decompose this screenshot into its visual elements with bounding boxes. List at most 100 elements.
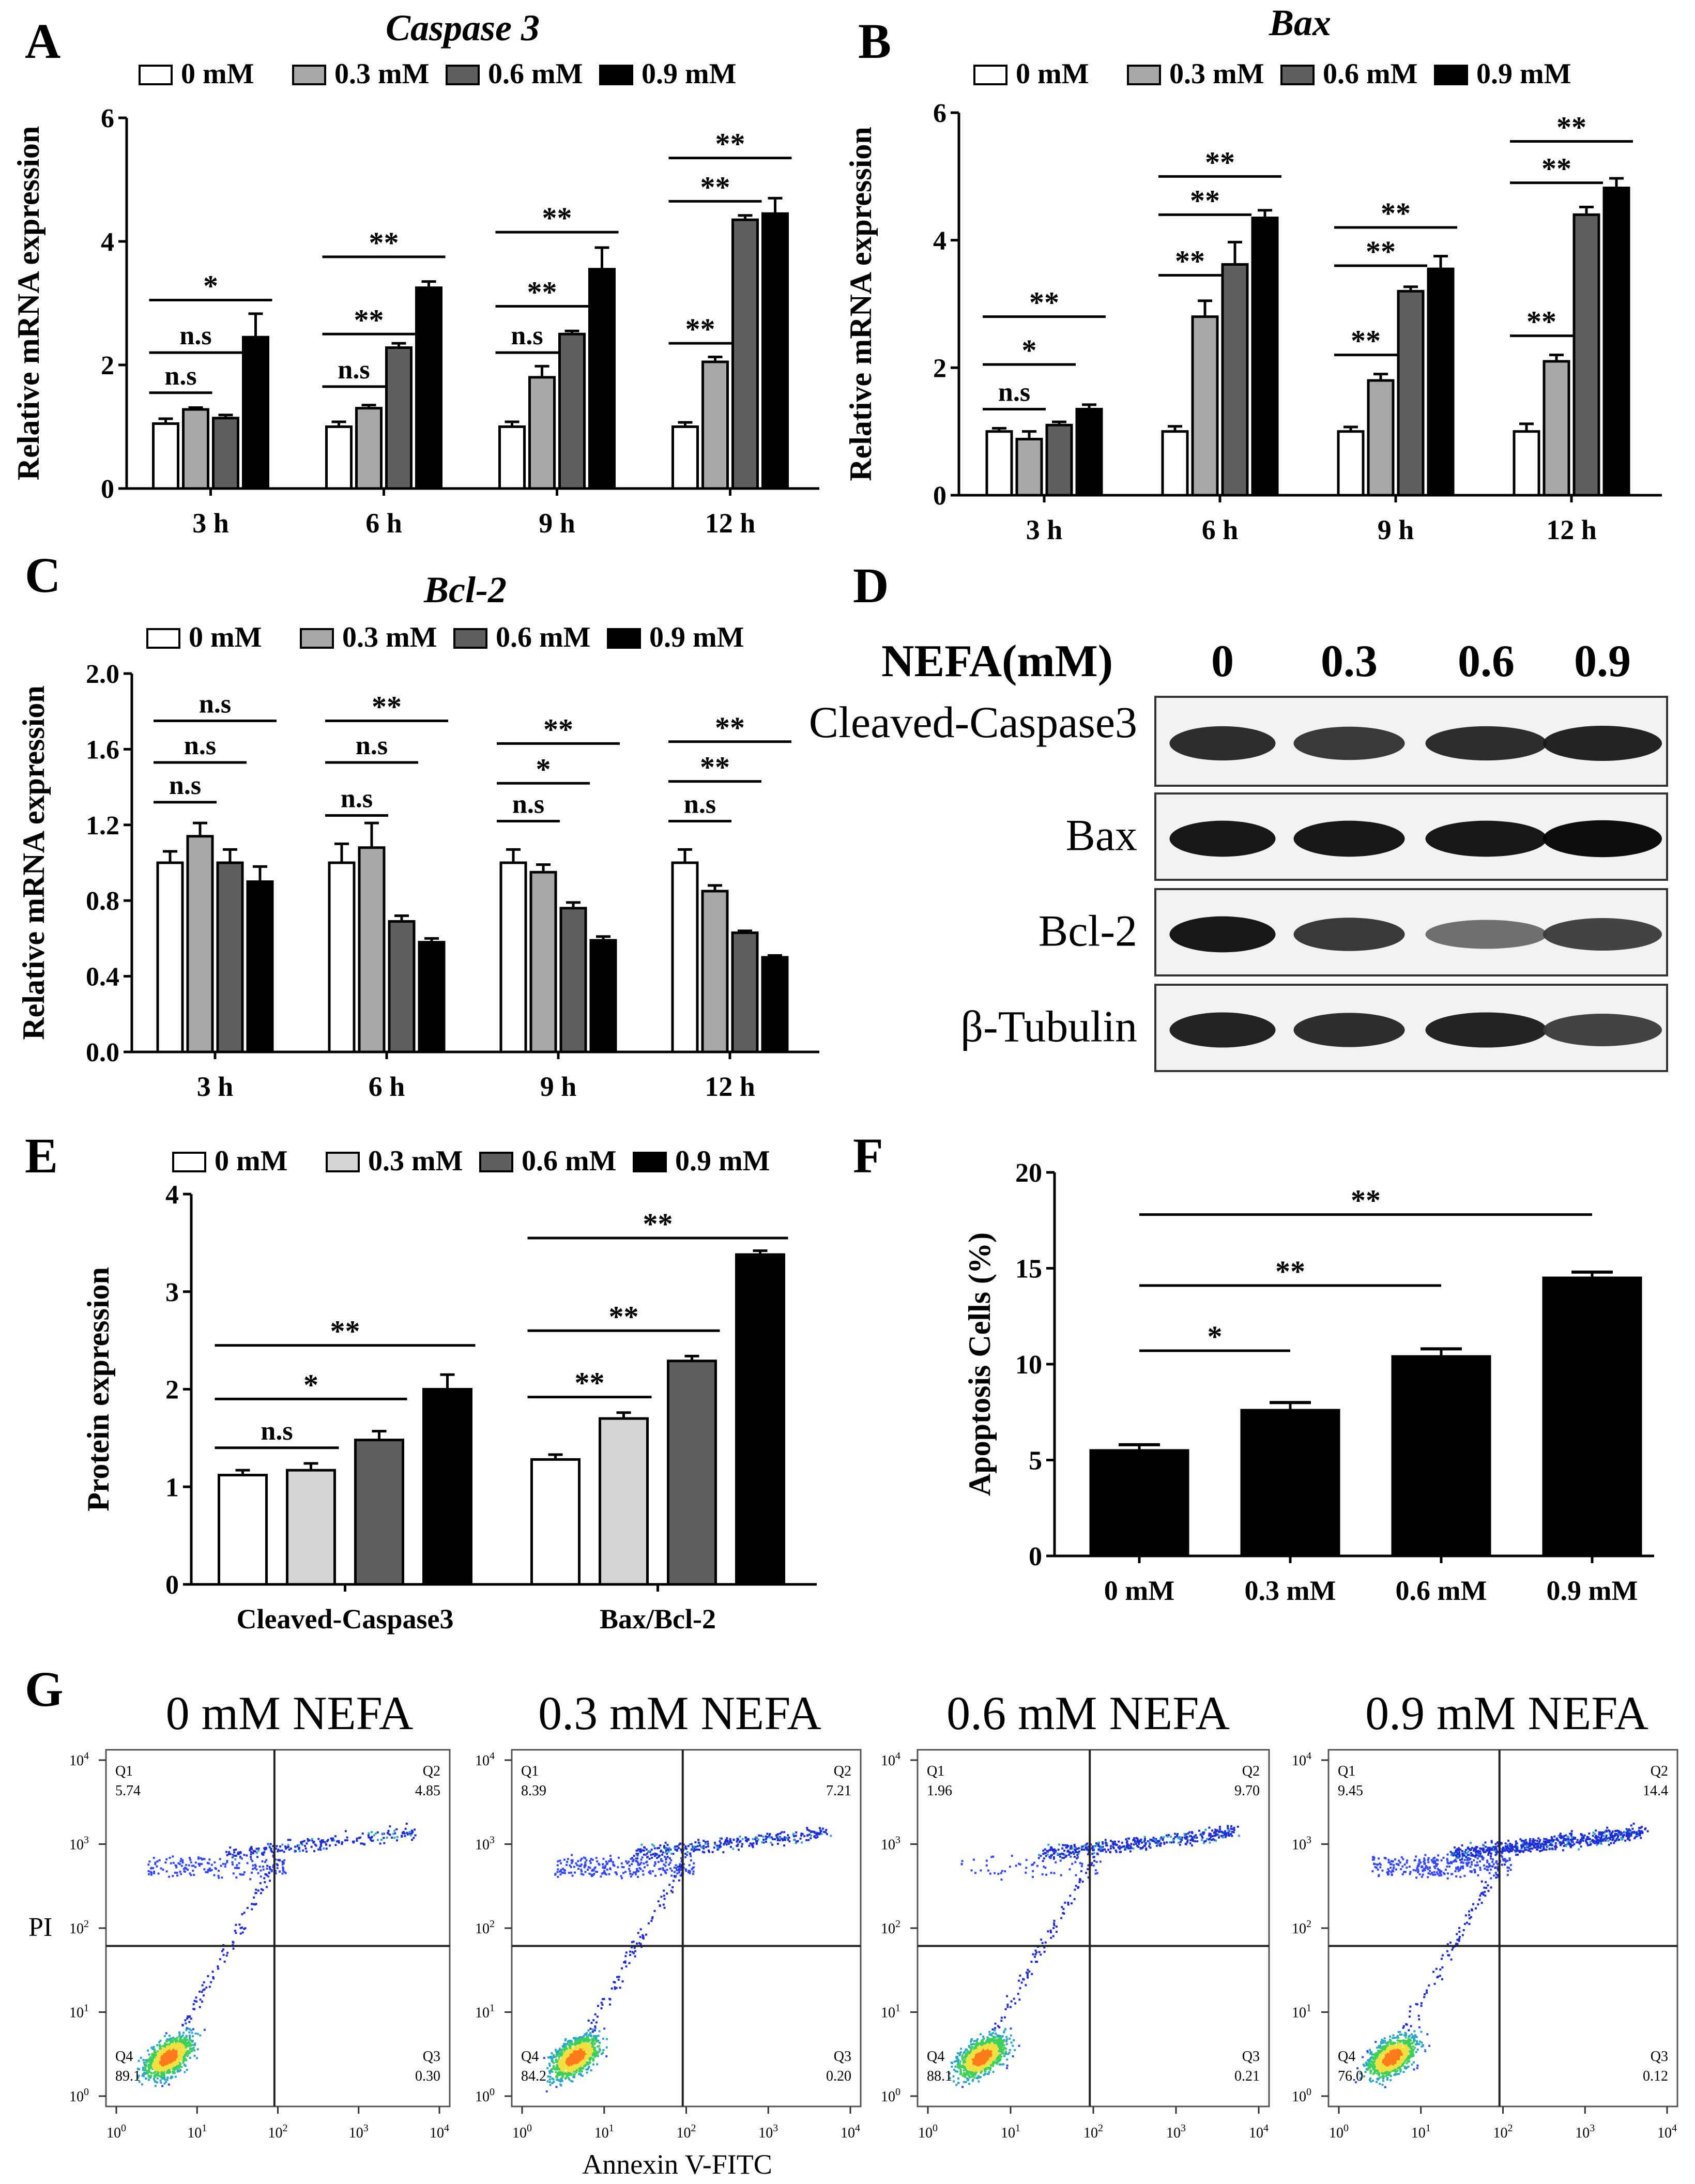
scatter-point — [820, 1830, 822, 1832]
scatter-point — [577, 2055, 580, 2058]
scatter-points — [543, 1827, 832, 2093]
scatter-point — [951, 2066, 953, 2068]
scatter-point — [344, 1830, 347, 1832]
bar — [528, 376, 556, 490]
scatter-point — [336, 1840, 339, 1843]
scatter-point — [687, 1871, 690, 1873]
scatter-point — [138, 2068, 141, 2071]
scatter-point — [1001, 2051, 1004, 2053]
scatter-point — [580, 2056, 583, 2058]
scatter-point — [561, 2059, 564, 2062]
scatter-point — [319, 1843, 322, 1846]
scatter-point — [174, 2075, 177, 2078]
significance-label: * — [303, 1368, 318, 1401]
scatter-point — [176, 2039, 178, 2041]
scatter-point — [558, 2071, 560, 2074]
scatter-point — [807, 1839, 810, 1841]
scatter-point — [232, 1863, 234, 1866]
scatter-point — [549, 2056, 552, 2058]
scatter-point — [200, 1857, 202, 1859]
quadrant-value: 8.39 — [521, 1783, 546, 1799]
scatter-point — [1005, 2053, 1007, 2055]
scatter-point — [561, 2080, 563, 2082]
scatter-point — [672, 1880, 675, 1882]
x-tick-label: 9 h — [1378, 514, 1414, 545]
scatter-point — [573, 1866, 575, 1868]
scatter-point — [658, 1868, 661, 1870]
scatter-point — [178, 2056, 181, 2059]
scatter-point — [669, 1849, 672, 1851]
scatter-point — [685, 1870, 688, 1872]
scatter-point — [555, 2075, 558, 2078]
scatter-point — [411, 1839, 414, 1841]
scatter-point — [371, 1831, 373, 1834]
scatter-point — [249, 1849, 251, 1852]
scatter-point — [566, 2073, 569, 2076]
scatter-point — [581, 1870, 583, 1873]
scatter-point — [199, 2034, 202, 2037]
scatter-point — [226, 1951, 229, 1954]
scatter-point — [401, 1835, 403, 1837]
scatter-point — [659, 1904, 661, 1907]
scatter-point — [635, 1850, 638, 1852]
scatter-point — [959, 2051, 962, 2054]
scatter-point — [668, 1884, 671, 1886]
scatter-point — [173, 2072, 176, 2074]
scatter-point — [643, 1853, 645, 1856]
scatter-point — [172, 2072, 175, 2074]
scatter-point — [555, 2068, 557, 2071]
scatter-point — [556, 2079, 558, 2081]
scatter-point — [174, 1871, 176, 1874]
scatter-point — [563, 1858, 566, 1861]
scatter-point — [232, 1941, 235, 1944]
scatter-point — [749, 1842, 752, 1845]
scatter-point — [1006, 2067, 1009, 2069]
scatter-point — [183, 2064, 186, 2066]
scatter-point — [175, 2048, 177, 2050]
scatter-point — [649, 1872, 652, 1875]
scatter-point — [660, 1896, 663, 1898]
scatter-point — [576, 2039, 579, 2042]
scatter-point — [156, 2061, 158, 2064]
scatter-point — [144, 2066, 146, 2068]
scatter-point — [665, 1847, 668, 1850]
scatter-point — [996, 2045, 999, 2048]
scatter-point — [587, 2044, 589, 2047]
significance-label: ** — [527, 275, 557, 309]
scatter-point — [149, 2065, 152, 2068]
scatter-point — [704, 1841, 707, 1843]
scatter-point — [624, 1871, 627, 1873]
y-tick-label: 101 — [475, 2003, 495, 2021]
scatter-point — [792, 1834, 795, 1836]
scatter-point — [252, 1868, 254, 1870]
scatter-point — [255, 1868, 258, 1871]
scatter-point — [270, 1849, 272, 1852]
scatter-point — [600, 1875, 602, 1878]
scatter-point — [631, 1860, 634, 1862]
scatter-point — [661, 1860, 664, 1862]
scatter-point — [154, 2067, 156, 2069]
bar — [354, 1439, 404, 1586]
scatter-point — [189, 2051, 191, 2053]
legend-label: 0.3 mM — [1169, 58, 1264, 90]
scatter-point — [980, 2052, 983, 2054]
y-tick-label: 104 — [881, 1750, 900, 1769]
scatter-point — [575, 2054, 577, 2057]
scatter-point — [585, 2044, 587, 2046]
scatter-point — [246, 1854, 248, 1857]
scatter-point — [159, 2054, 161, 2056]
scatter-point — [170, 2065, 173, 2067]
scatter-point — [158, 2058, 161, 2060]
chart-title: Caspase 3 — [386, 7, 540, 49]
scatter-point — [694, 1845, 697, 1848]
scatter-point — [237, 1853, 240, 1855]
scatter-point — [296, 1845, 299, 1847]
scatter-point — [188, 1864, 190, 1867]
scatter-point — [177, 1862, 180, 1865]
scatter-point — [971, 2068, 974, 2071]
scatter-point — [566, 2075, 568, 2078]
bar — [761, 956, 789, 1053]
scatter-point — [632, 1871, 635, 1874]
scatter-point — [156, 2057, 158, 2060]
scatter-point — [608, 1873, 610, 1875]
